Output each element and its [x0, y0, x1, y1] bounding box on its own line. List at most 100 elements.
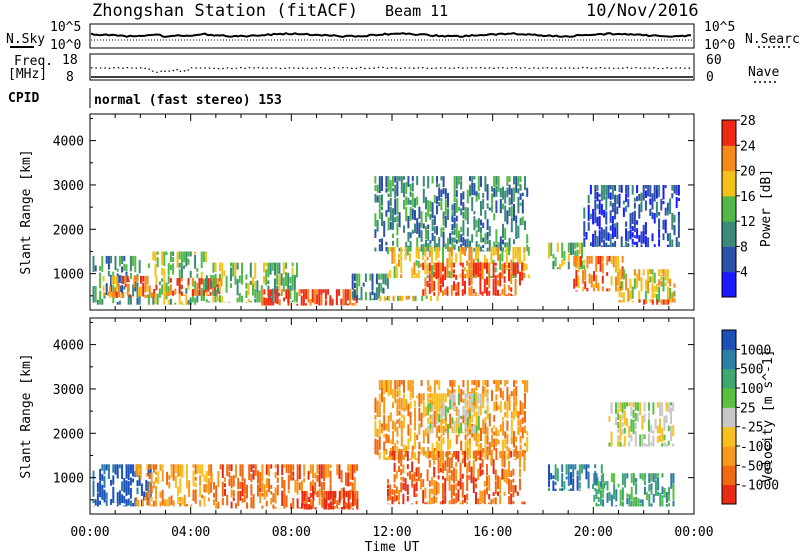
data-cell: [658, 286, 661, 303]
data-cell: [259, 487, 262, 493]
data-cell: [504, 439, 507, 449]
data-cell: [526, 244, 529, 252]
data-cell: [127, 464, 130, 481]
data-cell: [504, 380, 507, 387]
data-cell: [138, 260, 141, 266]
data-cell: [163, 499, 166, 507]
data-cell: [216, 287, 219, 293]
data-cell: [298, 464, 301, 480]
data-cell: [653, 293, 656, 298]
data-cell: [127, 294, 130, 305]
data-cell: [502, 439, 504, 451]
data-cell: [609, 192, 612, 200]
data-cell: [652, 402, 655, 415]
data-cell: [643, 486, 646, 495]
data-cell: [118, 300, 121, 305]
data-cell: [524, 220, 526, 230]
data-cell: [451, 230, 454, 235]
data-cell: [650, 483, 653, 490]
data-cell: [241, 295, 243, 303]
data-cell: [414, 432, 416, 450]
data-cell: [406, 496, 409, 502]
data-cell: [446, 258, 449, 264]
data-cell: [513, 380, 515, 387]
data-cell: [469, 444, 471, 459]
data-cell: [613, 473, 616, 484]
data-cell: [125, 464, 128, 479]
data-cell: [129, 255, 132, 272]
data-cell: [636, 220, 639, 225]
data-cell: [450, 457, 453, 469]
data-cell: [398, 418, 401, 429]
data-cell: [427, 425, 430, 434]
data-cell: [226, 464, 229, 477]
data-cell: [416, 237, 419, 248]
data-cell: [448, 252, 451, 268]
data-cell: [497, 176, 500, 192]
data-cell: [429, 214, 432, 220]
data-cell: [584, 268, 587, 281]
data-cell: [209, 292, 212, 296]
data-cell: [440, 189, 443, 198]
data-cell: [475, 191, 478, 197]
data-cell: [402, 483, 405, 490]
data-cell: [453, 451, 455, 457]
data-cell: [411, 385, 414, 398]
data-cell: [575, 255, 578, 268]
data-cell: [671, 212, 674, 230]
data-cell: [461, 262, 464, 268]
data-cell: [627, 288, 630, 302]
data-cell: [510, 188, 513, 205]
data-cell: [597, 504, 600, 507]
data-cell: [480, 233, 482, 243]
data-cell: [488, 494, 491, 500]
data-cell: [387, 488, 389, 497]
data-cell: [444, 460, 447, 471]
data-cell: [381, 387, 383, 392]
data-cell: [592, 483, 594, 489]
data-cell: [352, 508, 354, 510]
data-cell: [444, 215, 447, 228]
data-cell: [614, 223, 617, 228]
data-cell: [447, 192, 449, 208]
data-cell: [183, 251, 186, 263]
data-cell: [605, 242, 608, 248]
data-cell: [526, 187, 529, 197]
data-cell: [626, 402, 628, 407]
data-cell: [433, 393, 436, 410]
data-cell: [486, 262, 488, 274]
data-cell: [508, 207, 511, 216]
data-cell: [464, 408, 467, 422]
data-cell: [644, 200, 647, 211]
data-cell: [316, 289, 319, 294]
data-cell: [510, 493, 513, 505]
data-cell: [659, 402, 661, 417]
data-cell: [152, 500, 155, 507]
data-cell: [165, 291, 168, 296]
data-cell: [466, 269, 469, 278]
data-cell: [621, 429, 624, 435]
data-cell: [121, 275, 124, 284]
data-cell: [331, 298, 334, 306]
data-cell: [396, 446, 399, 453]
data-cell: [387, 193, 390, 197]
data-cell: [461, 289, 464, 296]
data-cell: [157, 471, 160, 485]
colorbar-frame: [721, 329, 737, 505]
data-cell: [194, 251, 197, 255]
data-cell: [420, 263, 422, 268]
data-cell: [593, 283, 595, 289]
data-cell: [486, 451, 488, 456]
data-cell: [519, 271, 521, 286]
data-cell: [352, 490, 354, 506]
data-cell: [578, 482, 581, 489]
data-cell: [298, 289, 301, 297]
data-cell: [614, 240, 617, 248]
data-cell: [453, 393, 456, 403]
data-cell: [508, 197, 511, 206]
data-cell: [484, 233, 487, 245]
data-cell: [303, 464, 306, 477]
data-cell: [653, 213, 656, 224]
data-cell: [418, 423, 421, 435]
data-cell: [673, 214, 676, 223]
